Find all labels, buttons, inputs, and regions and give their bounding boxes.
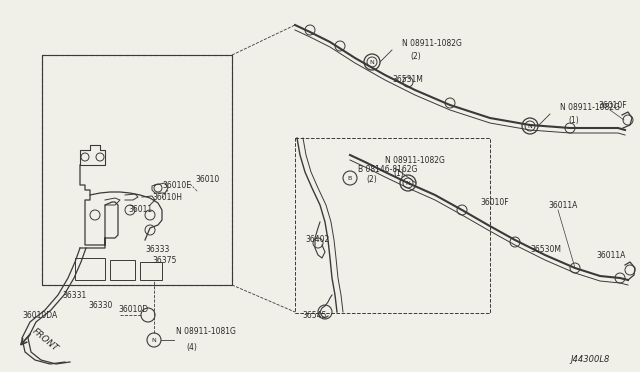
Text: B 08146-8162G: B 08146-8162G xyxy=(358,165,417,174)
Text: 36010H: 36010H xyxy=(152,193,182,202)
Bar xyxy=(42,55,232,285)
Text: 36375: 36375 xyxy=(152,256,177,265)
Bar xyxy=(295,138,490,313)
Text: N: N xyxy=(152,337,156,343)
Text: FRONT: FRONT xyxy=(30,327,60,353)
Text: N: N xyxy=(527,124,532,128)
Text: 36545: 36545 xyxy=(302,311,326,320)
Text: N: N xyxy=(370,60,374,64)
Text: 36010: 36010 xyxy=(195,175,220,184)
Text: 36010D: 36010D xyxy=(118,305,148,314)
Text: 36011A: 36011A xyxy=(596,251,625,260)
Text: (2): (2) xyxy=(410,52,420,61)
Text: (4): (4) xyxy=(186,343,197,352)
Text: N: N xyxy=(406,180,410,186)
Text: 36333: 36333 xyxy=(145,245,170,254)
Text: 36010E: 36010E xyxy=(162,181,191,190)
Text: 36531M: 36531M xyxy=(392,75,423,84)
Text: 36330: 36330 xyxy=(88,301,113,310)
Text: 36011: 36011 xyxy=(128,205,152,214)
Text: N 08911-1082G: N 08911-1082G xyxy=(402,39,462,48)
Text: B: B xyxy=(348,176,352,180)
Bar xyxy=(110,260,135,280)
Text: 36402: 36402 xyxy=(305,235,329,244)
Text: (2): (2) xyxy=(366,175,377,184)
Text: N 08911-1082G: N 08911-1082G xyxy=(385,156,445,165)
Bar xyxy=(42,55,232,285)
Bar xyxy=(75,258,105,280)
Text: N 08911-1082G: N 08911-1082G xyxy=(560,103,620,112)
Text: (1): (1) xyxy=(568,116,579,125)
Text: (1): (1) xyxy=(393,169,404,178)
Text: 36011A: 36011A xyxy=(548,201,577,210)
Text: 36010F: 36010F xyxy=(480,198,509,207)
Text: 36010F: 36010F xyxy=(598,101,627,110)
Bar xyxy=(140,262,162,280)
Text: J44300L8: J44300L8 xyxy=(570,355,609,364)
Text: 36530M: 36530M xyxy=(530,245,561,254)
Text: 36010DA: 36010DA xyxy=(22,311,57,320)
Text: 36331: 36331 xyxy=(62,291,86,300)
Text: N 08911-1081G: N 08911-1081G xyxy=(176,327,236,336)
